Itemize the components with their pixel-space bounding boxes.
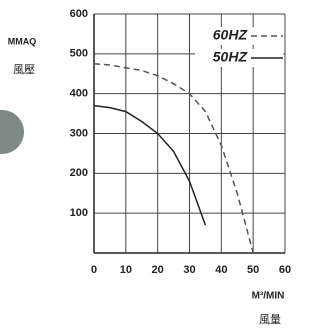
x-tick-label: 20 [152,264,164,276]
y-label: MMAQ [8,36,37,46]
line [94,106,205,226]
page: MMAQ 風壓 M³/MIN 風量 100 200 300 400 500 600 0 10 2… [0,0,320,334]
x-label: M³/MIN [252,291,285,302]
decoration [0,110,24,154]
x-label: 風量 [259,313,281,326]
y-tick-label: 200 [70,167,88,179]
x-tick-label: 40 [215,264,227,276]
y-tick-label: 300 [70,127,88,139]
x-tick-label: 10 [120,264,132,276]
legend-label: 60HZ [213,27,248,43]
x-tick-label: 60 [279,264,291,276]
y-tick-label: 600 [70,8,88,20]
line [94,64,253,253]
x-tick-label: 50 [247,264,259,276]
x-tick-label: 30 [183,264,195,276]
y-tick-label: 100 [70,207,88,219]
legend-label: 50HZ [213,49,248,65]
y-label: 風壓 [13,63,35,76]
chart: MMAQ 風壓 M³/MIN 風量 100 200 300 400 500 600 0 10 2… [0,0,295,334]
y-tick-label: 400 [70,88,88,100]
x-tick-label: 0 [91,264,97,276]
y-tick-label: 500 [70,48,88,60]
